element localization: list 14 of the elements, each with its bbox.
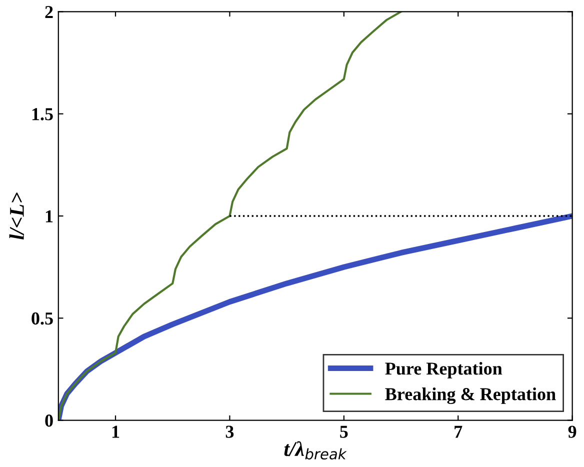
legend-label: Breaking & Reptation bbox=[385, 388, 556, 404]
y-tick-label: 0.5 bbox=[32, 312, 53, 325]
y-tick-label: 1 bbox=[46, 210, 53, 222]
x-tick-label: 3 bbox=[226, 426, 234, 438]
x-tick-label: 1 bbox=[112, 426, 120, 438]
x-tick-label: 5 bbox=[340, 426, 348, 438]
x-tick-label: 7 bbox=[454, 426, 462, 438]
x-axis-title: t/λ$_{break}$ bbox=[284, 441, 347, 460]
y-tick-label: 1.5 bbox=[32, 108, 53, 120]
x-tick-label: 9 bbox=[568, 426, 576, 438]
y-tick-label: 0 bbox=[45, 414, 53, 427]
y-axis-title: l/<L> bbox=[9, 192, 24, 240]
legend-label: Pure Reptation bbox=[385, 362, 502, 378]
y-tick-label: 2 bbox=[45, 6, 53, 18]
